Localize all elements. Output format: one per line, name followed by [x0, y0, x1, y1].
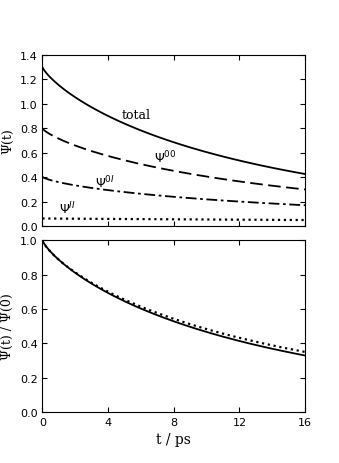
- Text: $\Psi^{00}$: $\Psi^{00}$: [154, 150, 177, 166]
- Y-axis label: Ψ(t) / Ψ(0): Ψ(t) / Ψ(0): [1, 293, 14, 360]
- Text: total: total: [121, 109, 150, 122]
- Text: $\Psi^{0I}$: $\Psi^{0I}$: [95, 174, 115, 191]
- Text: $\Psi^{II}$: $\Psi^{II}$: [59, 200, 76, 217]
- Y-axis label: Ψ(t): Ψ(t): [1, 128, 14, 154]
- X-axis label: t / ps: t / ps: [156, 432, 191, 446]
